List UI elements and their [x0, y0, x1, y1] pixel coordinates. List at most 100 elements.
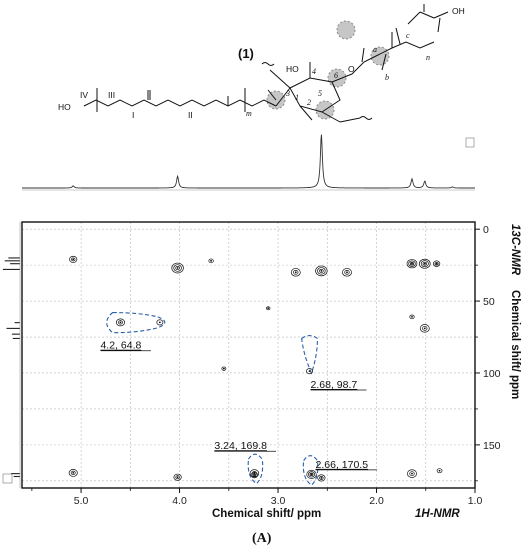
- cross-peak-center: [72, 472, 75, 474]
- cross-peak-0: [69, 255, 78, 263]
- x-tick-label-4: 1.0: [468, 495, 483, 507]
- structure-position-a: a: [373, 45, 377, 54]
- x-nucleus-label: 1H-NMR: [415, 508, 460, 520]
- c13-projection-trace: [2, 222, 21, 488]
- cross-peak-18: [407, 469, 417, 478]
- highlight-ring-2-68: [301, 335, 318, 375]
- structure-position-2: 2: [307, 98, 311, 107]
- y-tick-label-3: 150: [483, 440, 501, 452]
- x-tick-label-0: 5.0: [74, 495, 89, 507]
- cross-peak-contour: [173, 473, 182, 481]
- polyester-backbone: [83, 99, 277, 107]
- annotation-label-0: 4.2, 64.8: [100, 340, 141, 352]
- structure-hydroxyl-label-2: HO: [286, 64, 299, 74]
- cross-peak-center: [411, 262, 413, 265]
- cross-peak-19: [419, 258, 431, 269]
- cross-peak-21: [409, 314, 415, 320]
- highlight-rings: [106, 312, 319, 486]
- cross-peak-1: [68, 469, 78, 477]
- cross-peak-contour: [406, 259, 418, 269]
- cross-peak-14: [315, 265, 328, 277]
- structure-oxygen-label: O: [348, 64, 355, 74]
- cross-peak-4: [115, 318, 125, 327]
- cross-peak-center: [267, 307, 270, 310]
- structure-position-6: 6: [334, 71, 338, 80]
- cross-peak-contour: [317, 267, 326, 275]
- cross-peak-center: [438, 469, 441, 472]
- cross-peak-center: [423, 327, 426, 330]
- cross-peak-contour: [319, 476, 324, 480]
- cross-peak-contour: [407, 469, 417, 478]
- structure-position-5: 5: [318, 89, 322, 98]
- cross-peak-contour: [306, 368, 313, 375]
- cross-peak-11: [306, 368, 313, 375]
- structure-position-3: 3: [285, 89, 290, 98]
- cross-peak-contour: [175, 266, 180, 271]
- cross-peak-center: [310, 473, 313, 476]
- cross-peak-center: [176, 476, 179, 479]
- cross-peak-contour: [309, 472, 314, 477]
- annotation-label-1: 2.68, 98.7: [311, 379, 358, 391]
- cross-peak-contour: [342, 268, 352, 277]
- structure-position-c: c: [406, 31, 410, 40]
- cross-peak-contour: [419, 258, 431, 269]
- figure-caption: (A): [252, 531, 272, 546]
- structure-hydroxyl-label: HO: [58, 102, 71, 112]
- cross-peak-contour: [306, 469, 317, 479]
- cross-peak-22: [432, 260, 441, 267]
- structure-repeat-n: n: [426, 53, 430, 62]
- cross-peak-contour: [409, 314, 415, 320]
- cross-peak-contour: [436, 468, 443, 474]
- highlight-ring-3-24: [247, 453, 264, 485]
- cross-peak-3: [173, 473, 182, 481]
- cross-peak-contour: [432, 260, 441, 267]
- structure-position-4: 4: [312, 67, 316, 76]
- cross-peak-15: [342, 268, 352, 277]
- structure-label-ii: II: [188, 110, 193, 120]
- structure-terminal-hydroxyl: OH: [452, 6, 465, 16]
- cross-peaks: [68, 255, 443, 482]
- cross-peak-contour: [171, 262, 184, 274]
- cross-peak-12: [306, 469, 317, 479]
- c13-projection-corner-box: [2, 473, 13, 484]
- cross-peak-contour: [68, 469, 78, 477]
- cross-peak-contour: [419, 324, 430, 333]
- cross-peak-center: [435, 262, 438, 265]
- cross-peak-contour: [173, 264, 182, 272]
- y-tick-label-2: 100: [483, 368, 501, 380]
- cross-peak-contour: [252, 473, 257, 477]
- cross-peak-center: [320, 477, 323, 479]
- h1-projection-corner-box: [465, 137, 475, 148]
- plot-frame: [21, 221, 476, 489]
- annotation-label-3: 2.66, 170.5: [316, 459, 369, 471]
- cross-peak-contour: [409, 261, 414, 266]
- cross-peak-contour: [315, 265, 328, 277]
- cross-peak-20: [419, 324, 430, 333]
- cross-peak-contour: [70, 470, 76, 476]
- cross-peak-contour: [208, 258, 214, 264]
- structure-label-i: I: [132, 110, 134, 120]
- cross-peak-contour: [249, 469, 260, 478]
- structure-repeat-m: m: [246, 109, 252, 118]
- y-tick-label-0: 0: [483, 224, 489, 236]
- structure-label-iv: IV: [80, 90, 88, 100]
- peak-annotations: 4.2, 64.8 2.68, 98.7 3.24, 169.8 2.66, 170.…: [100, 340, 378, 471]
- cross-peak-13: [290, 268, 301, 277]
- x-tick-label-1: 4.0: [172, 495, 187, 507]
- cross-peak-contour: [422, 326, 428, 331]
- cross-peak-center: [423, 262, 426, 265]
- cross-peak-contour: [250, 471, 259, 479]
- y-axis-title: Chemical shift/ ppm: [509, 290, 521, 399]
- cross-peak-center: [411, 315, 413, 318]
- cross-peak-contour: [307, 471, 316, 478]
- cross-peak-contour: [69, 255, 78, 263]
- cross-peak-17: [406, 259, 418, 269]
- cross-peak-center: [158, 321, 161, 324]
- cross-peak-center: [346, 271, 348, 274]
- cross-peak-center: [411, 472, 413, 475]
- cross-peak-contour: [293, 270, 299, 275]
- cross-peak-contour: [344, 270, 350, 275]
- structure-position-b: b: [385, 73, 389, 82]
- cross-peak-6: [208, 258, 214, 264]
